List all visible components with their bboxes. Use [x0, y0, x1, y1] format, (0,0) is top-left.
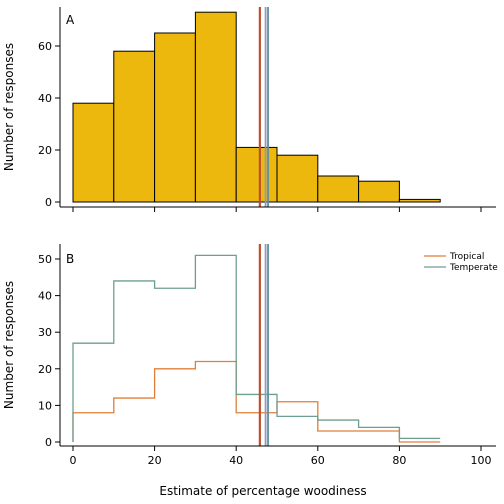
histogram-bar — [194, 11, 237, 203]
y-tick-label: 50 — [38, 253, 52, 266]
panel-b-label: B — [66, 252, 74, 266]
y-tick-label: 40 — [38, 290, 52, 303]
panel-a-label: A — [66, 13, 75, 27]
x-tick-label: 20 — [148, 454, 162, 467]
histogram-bar — [154, 32, 196, 203]
legend-label: Temperate — [449, 263, 498, 273]
histogram-bar — [276, 154, 319, 203]
histogram-bar — [398, 198, 441, 203]
histogram-bar — [358, 180, 400, 203]
y-tick-label: 20 — [38, 363, 52, 376]
y-tick-label: 10 — [38, 399, 52, 412]
x-tick-label: 100 — [471, 454, 492, 467]
y-axis-label: Number of responses — [2, 281, 16, 409]
y-tick-label: 30 — [38, 326, 52, 339]
y-axis-label: Number of responses — [2, 43, 16, 171]
y-tick-label: 60 — [38, 40, 52, 53]
y-tick-label: 20 — [38, 144, 52, 157]
series-line-tropical — [72, 360, 441, 443]
x-tick-label: 0 — [70, 454, 77, 467]
legend-label: Tropical — [449, 252, 484, 262]
y-tick-label: 40 — [38, 92, 52, 105]
y-tick-label: 0 — [45, 196, 52, 209]
histogram-bar — [317, 175, 360, 203]
x-axis-label: Estimate of percentage woodiness — [159, 484, 366, 498]
y-tick-label: 0 — [45, 436, 52, 449]
x-tick-label: 40 — [229, 454, 243, 467]
histogram-bar — [113, 50, 156, 203]
histogram-bar — [72, 102, 115, 203]
panel-a: A 0 20 40 60 Number of responses — [2, 7, 496, 212]
panel-b: B 0 10 20 30 40 50 0 20 40 60 80 100 Number of respo… — [2, 244, 498, 498]
series-line-temperate — [72, 254, 441, 442]
histogram-bar — [235, 146, 278, 203]
x-tick-label: 60 — [311, 454, 325, 467]
x-tick-label: 80 — [392, 454, 406, 467]
